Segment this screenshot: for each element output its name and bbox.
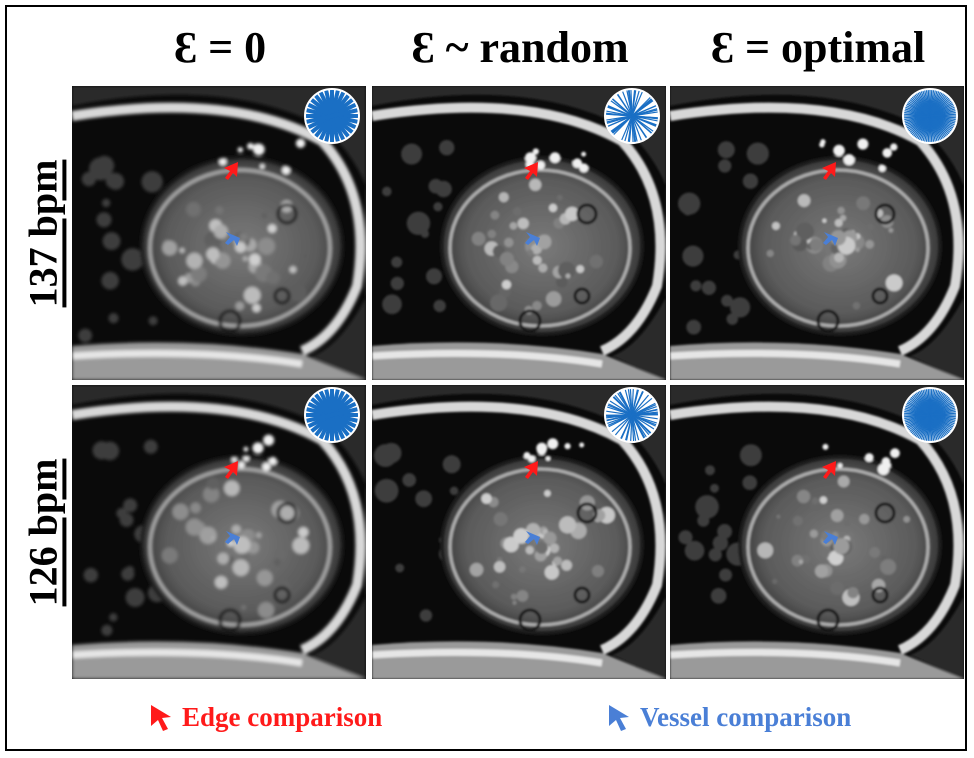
- mri-panel-137bpm-eps-zero: [72, 86, 366, 380]
- legend-vessel: Vessel comparison: [606, 700, 851, 734]
- row-label-126bpm-text: 126 bpm: [20, 458, 66, 606]
- edge-arrow-icon: [151, 705, 171, 731]
- mri-panel-137bpm-eps-optimal: [670, 86, 964, 380]
- sampling-spokes-icon: [902, 387, 958, 443]
- row-label-126bpm: 126 bpm: [19, 385, 67, 679]
- vessel-arrow-icon: [823, 531, 838, 545]
- edge-arrow-icon: [224, 162, 238, 180]
- mri-panel-137bpm-eps-random: [372, 86, 666, 380]
- mri-panel-126bpm-eps-optimal: [670, 385, 964, 679]
- sampling-spokes-icon: [604, 88, 660, 144]
- edge-arrow-icon: [524, 162, 538, 180]
- legend-vessel-label: Vessel comparison: [640, 701, 852, 732]
- mri-panel-126bpm-eps-random: [372, 385, 666, 679]
- vessel-arrow-icon: [225, 531, 240, 545]
- mri-image: [72, 385, 366, 679]
- vessel-arrow-icon: [525, 531, 540, 545]
- sampling-spokes-icon: [304, 387, 360, 443]
- mri-image: [72, 86, 366, 380]
- mri-image: [670, 86, 964, 380]
- column-title-eps-optimal: Ɛ = optimal: [710, 23, 926, 72]
- legend-edge: Edge comparison: [148, 700, 382, 734]
- sampling-spokes-icon: [304, 88, 360, 144]
- vessel-arrow-icon: [823, 232, 838, 246]
- vessel-arrow-icon: [525, 232, 540, 246]
- vessel-arrow-icon: [225, 232, 240, 246]
- mri-image: [670, 385, 964, 679]
- mri-image: [372, 385, 666, 679]
- column-title-eps-random: Ɛ ~ random: [411, 23, 629, 72]
- mri-image: [372, 86, 666, 380]
- row-label-137bpm: 137 bpm: [19, 86, 67, 380]
- mri-panel-126bpm-eps-zero: [72, 385, 366, 679]
- figure-frame: [5, 5, 967, 751]
- edge-arrow-icon: [822, 461, 836, 479]
- vessel-arrow-icon: [609, 705, 629, 731]
- sampling-spokes-icon: [902, 88, 958, 144]
- legend-edge-label: Edge comparison: [182, 701, 383, 732]
- row-label-137bpm-text: 137 bpm: [20, 159, 66, 307]
- edge-arrow-icon: [524, 461, 538, 479]
- column-title-eps-zero: Ɛ = 0: [173, 23, 267, 72]
- edge-arrow-icon: [224, 461, 238, 479]
- edge-arrow-icon: [822, 162, 836, 180]
- sampling-spokes-icon: [604, 387, 660, 443]
